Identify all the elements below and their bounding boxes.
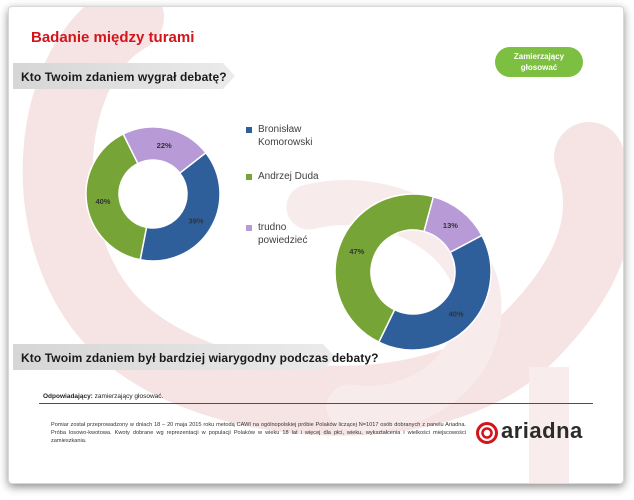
question-2-text: Kto Twoim zdaniem był bardziej wiarygodn… <box>21 351 379 365</box>
ariadna-logo-icon <box>476 422 498 444</box>
donut-2-slice-komorowski <box>377 234 492 351</box>
legend-swatch-komorowski <box>246 127 252 133</box>
donut-1-label-trudno: 22% <box>157 141 172 150</box>
ariadna-logo: ariadna <box>475 417 595 447</box>
methodology-footnote: Pomiar został przeprowadzony w dniach 18… <box>51 422 466 444</box>
legend-swatch-trudno <box>246 225 252 231</box>
legend-label-duda: Andrzej Duda <box>258 171 319 182</box>
legend-swatch-duda <box>246 174 252 180</box>
respondents-note: Odpowiadający: zamierzający głosować. <box>43 393 163 400</box>
question-1-text: Kto Twoim zdaniem wygrał debatę? <box>21 70 227 84</box>
legend-label-trudno-line-1: trudno <box>258 222 287 233</box>
legend-label-komorowski-line-1: Bronisław <box>258 124 302 135</box>
filter-badge: Zamierzający głosować <box>495 47 583 77</box>
respondents-label: Odpowiadający: <box>43 393 93 400</box>
ariadna-logo-text: ariadna <box>501 418 583 443</box>
donut-2-label-duda: 47% <box>349 247 364 256</box>
question-2-banner <box>13 344 335 370</box>
donut-2-label-komorowski: 40% <box>449 310 464 319</box>
legend-label-komorowski-line-2: Komorowski <box>258 137 313 148</box>
filter-badge-line-1: Zamierzający <box>513 52 565 61</box>
donut-1-label-komorowski: 39% <box>189 216 204 225</box>
donut-1-slice-trudno <box>122 126 207 175</box>
donut-1-slice-duda <box>85 132 148 261</box>
respondents-value: zamierzający głosować. <box>94 393 164 400</box>
donut-1-slice-komorowski <box>139 151 221 262</box>
donut-1-label-duda: 40% <box>95 197 110 206</box>
page-title: Badanie między turami <box>31 29 195 46</box>
legend-label-trudno-line-2: powiedzieć <box>258 235 308 246</box>
donut-2-slice-trudno <box>423 195 483 254</box>
question-1-banner <box>13 63 235 89</box>
slide: Badanie między turami Kto Twoim zdaniem … <box>8 6 624 484</box>
donut-2-label-trudno: 13% <box>443 221 458 230</box>
footer-divider <box>39 403 593 404</box>
filter-badge-line-2: głosować <box>520 63 558 72</box>
donut-charts: 39% 40% 22% 40% 47% 13% <box>85 126 492 351</box>
donut-2-slice-duda <box>334 193 435 344</box>
